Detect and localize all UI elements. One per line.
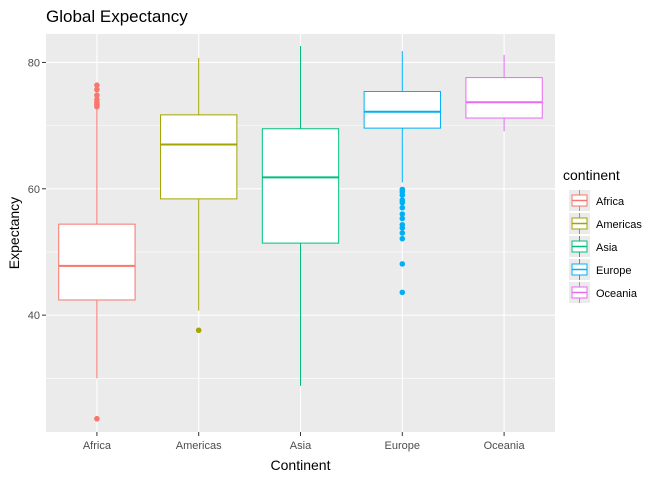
- outlier-point: [399, 199, 406, 206]
- box-body: [465, 77, 543, 119]
- box-europe: [363, 51, 441, 296]
- chart-title: Global Expectancy: [46, 7, 188, 26]
- box-americas: [160, 58, 238, 334]
- box-asia: [261, 46, 340, 386]
- legend-item-europe: Europe: [569, 259, 631, 280]
- outlier-point: [399, 289, 406, 296]
- legend-item-africa: Africa: [569, 190, 625, 211]
- box-body: [363, 90, 441, 129]
- legend-label: Africa: [596, 196, 625, 208]
- legend-item-asia: Asia: [569, 236, 618, 257]
- box-series: [58, 46, 543, 422]
- outlier-point: [195, 327, 202, 334]
- legend-label: Europe: [596, 265, 631, 277]
- x-tick-label: Asia: [290, 440, 312, 452]
- outlier-point: [399, 235, 406, 242]
- y-tick-label: 60: [28, 184, 40, 196]
- outlier-point: [399, 225, 406, 231]
- outlier-point: [399, 230, 406, 236]
- y-tick-label: 80: [28, 57, 40, 69]
- box-body: [58, 223, 136, 301]
- x-tick-label: Oceania: [484, 440, 526, 452]
- outlier-point: [94, 96, 100, 103]
- x-axis-ticks: Africa Americas Asia Europe Oceania: [83, 432, 526, 452]
- y-axis-title: Expectancy: [6, 197, 22, 269]
- outlier-point: [399, 261, 406, 267]
- legend-item-americas: Americas: [569, 213, 642, 234]
- box-oceania: [465, 54, 543, 132]
- y-tick-label: 40: [28, 310, 40, 322]
- outlier-point: [399, 211, 406, 217]
- legend-label: Asia: [596, 242, 618, 254]
- outlier-point: [94, 415, 100, 422]
- outlier-point: [94, 82, 100, 88]
- legend-item-oceania: Oceania: [569, 282, 638, 303]
- outlier-point: [399, 192, 406, 198]
- outlier-point: [94, 86, 100, 93]
- y-axis-ticks: 40 60 80: [28, 57, 46, 322]
- outlier-point: [399, 204, 406, 211]
- legend-title: continent: [563, 167, 620, 183]
- outlier-point: [94, 92, 100, 99]
- x-tick-label: Africa: [83, 440, 112, 452]
- legend-label: Oceania: [596, 288, 638, 300]
- x-tick-label: Americas: [176, 440, 222, 452]
- x-tick-label: Europe: [385, 440, 420, 452]
- legend: continent Africa Americas Asia Europe Oceani…: [563, 167, 642, 303]
- outlier-point: [399, 215, 406, 222]
- box-body: [160, 114, 238, 200]
- box-africa: [58, 82, 136, 422]
- legend-label: Americas: [596, 219, 642, 231]
- box-body: [261, 128, 340, 244]
- x-axis-title: Continent: [271, 457, 331, 473]
